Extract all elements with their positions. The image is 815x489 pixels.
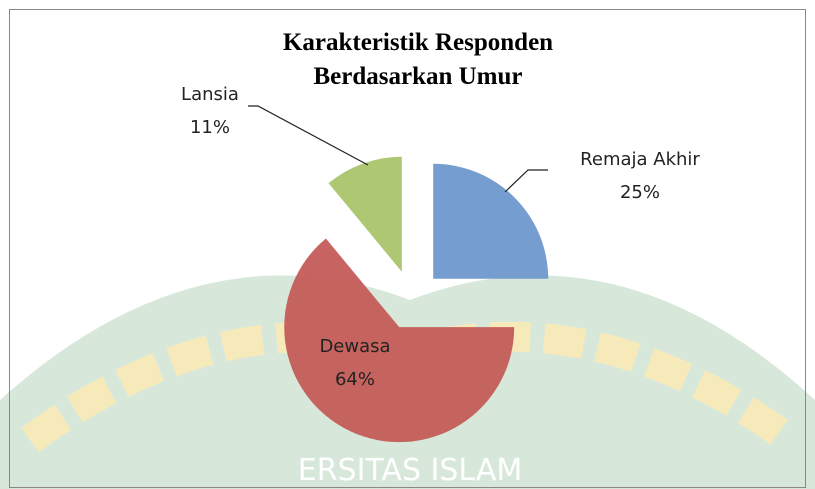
leader-line (504, 169, 548, 193)
slice-value-label: 11% (190, 117, 230, 138)
pie-slice (328, 156, 402, 272)
slice-label: Dewasa (319, 336, 390, 357)
chart-title: Berdasarkan Umur (313, 63, 522, 90)
chart-title: Karakteristik Responden (283, 29, 553, 56)
slice-value-label: 64% (335, 369, 375, 390)
slice-label: Lansia (181, 84, 239, 105)
slice-label: Remaja Akhir (580, 149, 700, 170)
leader-line (248, 105, 369, 166)
pie-slice (433, 163, 549, 279)
pie-slice (284, 238, 515, 443)
slice-value-label: 25% (620, 182, 660, 203)
frame (9, 9, 806, 488)
watermark-text: ERSITAS ISLAM (298, 453, 523, 488)
